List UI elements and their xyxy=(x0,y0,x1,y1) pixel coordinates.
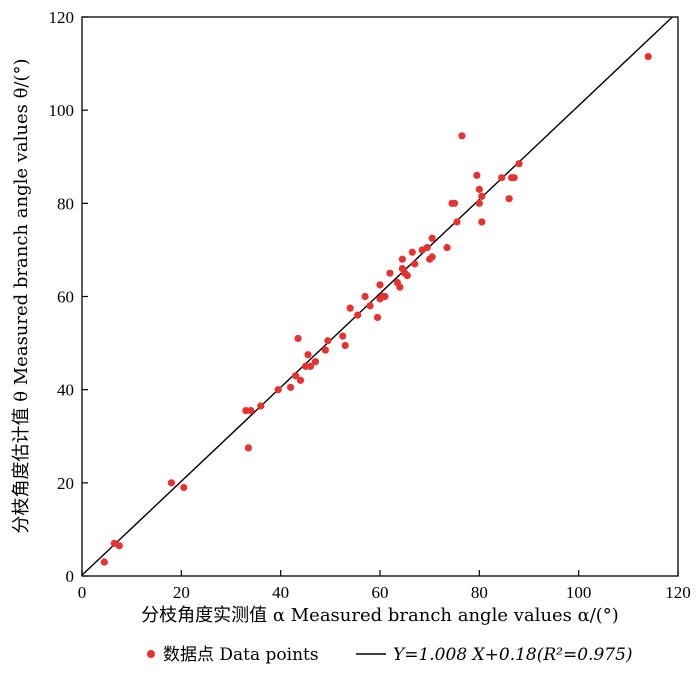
data-point xyxy=(473,171,481,179)
data-point xyxy=(274,386,282,394)
x-axis-title: 分枝角度实测值 α Measured branch angle values α… xyxy=(141,605,619,626)
x-axis: 0 20 40 60 80 100 120 xyxy=(78,570,691,602)
data-point xyxy=(242,407,250,415)
y-tick-label: 0 xyxy=(66,567,75,586)
data-point xyxy=(478,218,486,226)
data-point xyxy=(306,362,315,370)
legend-point-marker xyxy=(147,650,155,658)
data-point xyxy=(443,243,451,252)
data-point xyxy=(408,248,416,256)
data-point xyxy=(453,218,461,226)
data-point xyxy=(478,192,486,200)
y-tick-label: 100 xyxy=(49,101,75,120)
data-point xyxy=(354,311,362,319)
data-point xyxy=(510,174,518,182)
data-point xyxy=(304,351,312,359)
data-point xyxy=(398,255,406,263)
legend-points-label: 数据点 Data points xyxy=(163,645,319,665)
data-point xyxy=(296,376,305,384)
data-point xyxy=(287,383,295,391)
data-point xyxy=(403,271,411,280)
data-point xyxy=(366,302,374,310)
data-point xyxy=(411,260,419,268)
y-axis: 0 20 40 60 80 100 120 xyxy=(49,8,88,586)
data-point xyxy=(515,160,523,168)
data-point xyxy=(294,334,302,343)
data-point xyxy=(428,253,436,261)
data-point xyxy=(423,243,431,252)
x-tick-label: 40 xyxy=(272,583,289,602)
data-point xyxy=(324,337,332,345)
data-point xyxy=(475,185,483,193)
x-tick-label: 20 xyxy=(173,583,190,602)
x-tick-label: 60 xyxy=(372,583,389,602)
data-point xyxy=(321,346,329,354)
data-point xyxy=(115,542,123,550)
data-point xyxy=(100,558,108,566)
data-point xyxy=(257,402,265,410)
legend-line-label: Y=1.008 X+0.18(R²=0.975) xyxy=(393,645,633,665)
data-point xyxy=(396,283,404,291)
y-tick-label: 40 xyxy=(57,381,74,400)
x-tick-label: 80 xyxy=(471,583,488,602)
y-tick-label: 80 xyxy=(57,194,74,213)
data-point xyxy=(339,332,347,340)
y-axis-title: 分枝角度估计值 θ Measured branch angle values θ… xyxy=(11,58,32,533)
data-point xyxy=(373,313,382,322)
y-tick-label: 120 xyxy=(49,8,75,27)
data-point xyxy=(475,199,483,207)
regression-line xyxy=(81,16,673,576)
y-tick-label: 60 xyxy=(57,288,74,307)
data-point xyxy=(458,132,466,140)
data-point xyxy=(450,199,459,207)
data-point xyxy=(428,234,436,242)
data-point xyxy=(376,281,384,289)
data-point xyxy=(498,174,506,182)
data-point xyxy=(361,292,369,301)
data-point xyxy=(505,195,513,203)
x-tick-label: 0 xyxy=(78,583,87,602)
data-point xyxy=(180,483,188,492)
x-tick-label: 100 xyxy=(566,583,592,602)
data-point xyxy=(346,304,354,312)
data-point xyxy=(301,362,310,370)
data-point xyxy=(341,341,349,350)
x-tick-label: 120 xyxy=(665,583,691,602)
data-point xyxy=(167,479,175,487)
data-point xyxy=(381,292,389,301)
data-point xyxy=(244,444,252,452)
data-point xyxy=(291,372,300,380)
data-points xyxy=(100,52,652,566)
data-point xyxy=(386,269,394,277)
data-point xyxy=(311,358,320,366)
data-point xyxy=(247,407,255,415)
data-point xyxy=(644,52,652,61)
y-tick-label: 20 xyxy=(57,474,74,493)
legend: 数据点 Data points Y=1.008 X+0.18(R²=0.975) xyxy=(147,645,633,665)
